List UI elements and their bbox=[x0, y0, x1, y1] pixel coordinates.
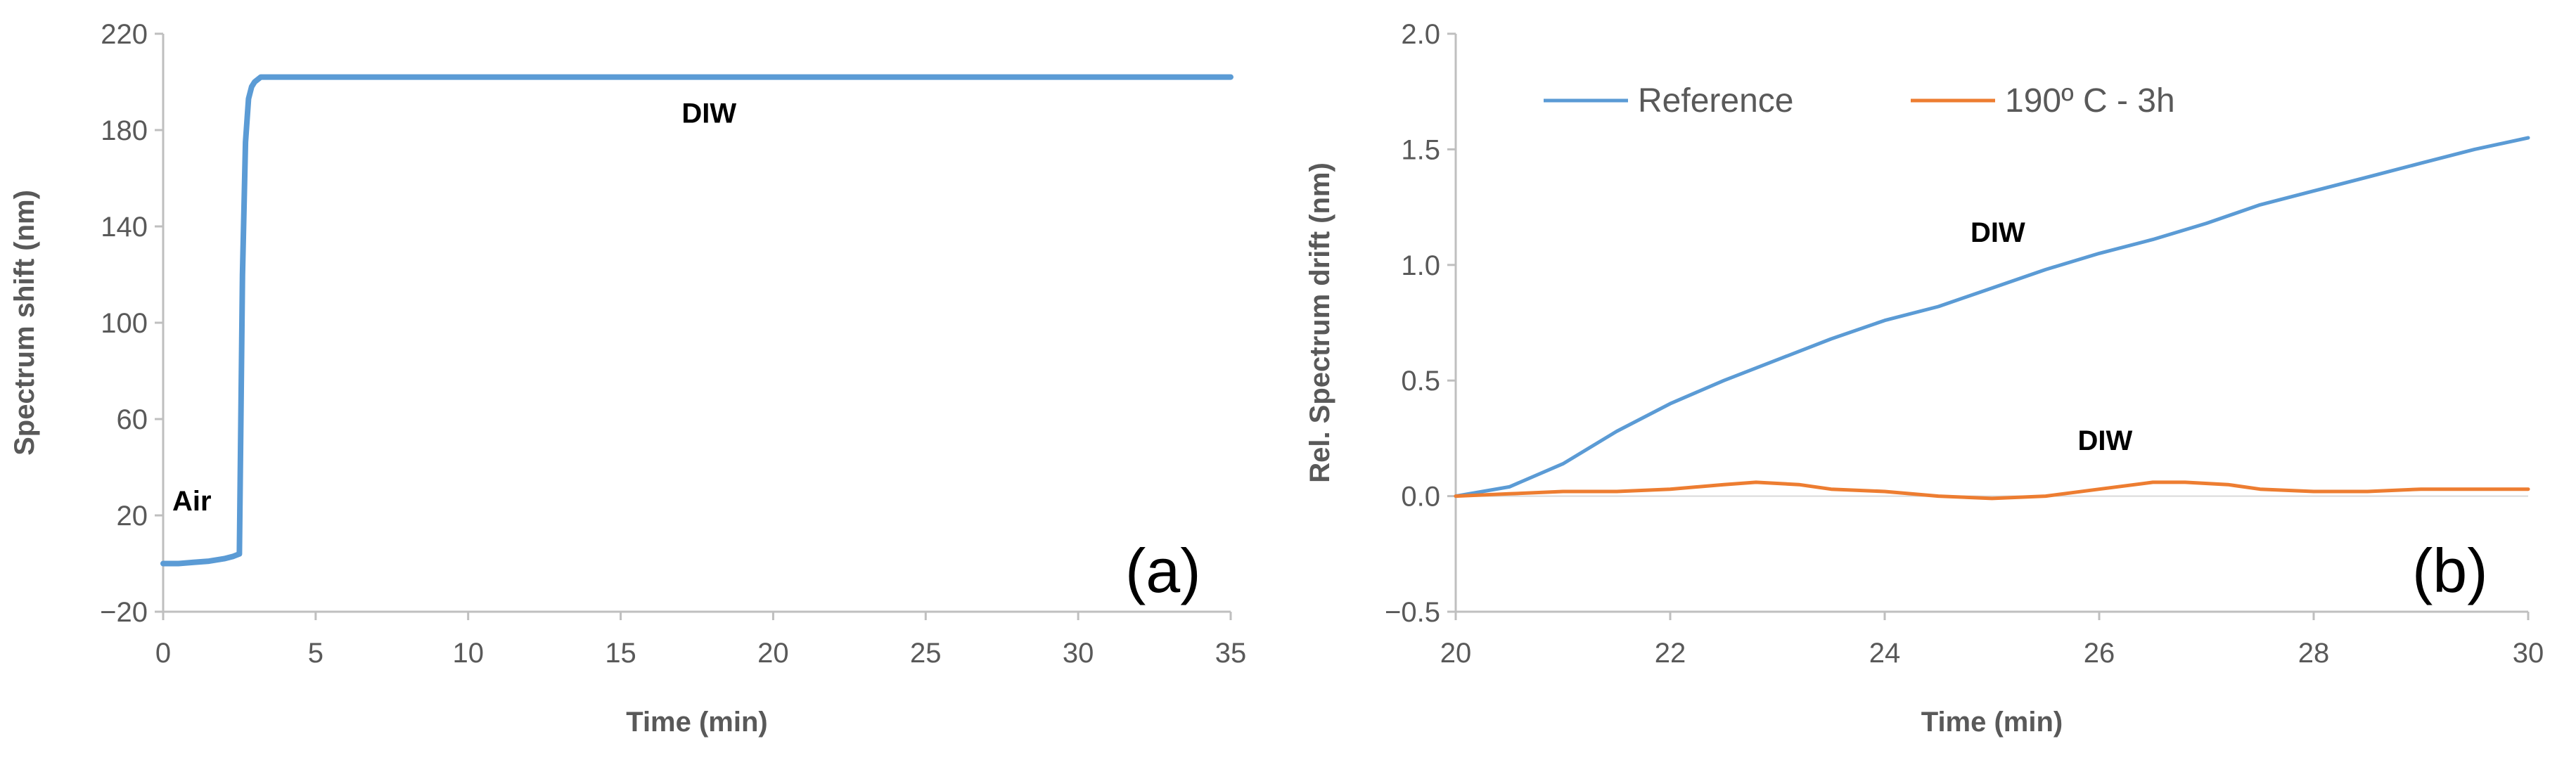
x-tick-label: 24 bbox=[1869, 638, 1901, 669]
y-tick-label: −20 bbox=[100, 597, 148, 628]
y-tick-label: −0.5 bbox=[1385, 597, 1440, 628]
x-tick-label: 0 bbox=[155, 638, 171, 669]
legend-label-1: 190º C - 3h bbox=[2005, 82, 2175, 120]
x-tick-label: 20 bbox=[1440, 638, 1472, 669]
x-tick-label: 15 bbox=[605, 638, 636, 669]
y-tick-label: 220 bbox=[101, 19, 148, 50]
y-axis-title: Spectrum shift (nm) bbox=[9, 190, 40, 456]
y-tick-label: 0.0 bbox=[1401, 482, 1440, 513]
x-axis-title: Time (min) bbox=[1921, 707, 2063, 738]
legend-label-0: Reference bbox=[1638, 82, 1793, 120]
series-line-0 bbox=[1454, 136, 2530, 499]
x-tick-label: 20 bbox=[757, 638, 789, 669]
x-tick-label: 26 bbox=[2084, 638, 2115, 669]
panel-label: (b) bbox=[2412, 536, 2488, 605]
legend: Reference 190º C - 3h bbox=[1544, 82, 2175, 120]
y-tick-label: 2.0 bbox=[1401, 19, 1440, 50]
x-tick-label: 35 bbox=[1215, 638, 1247, 669]
y-tick-label: 180 bbox=[101, 115, 148, 146]
chart-panel-b: 20 22 24 26 28 30 −0.5 0.0 0.5 1.0 1.5 2.0 Time (min… bbox=[1305, 19, 2544, 738]
y-tick-label: 140 bbox=[101, 212, 148, 243]
x-tick-label: 30 bbox=[2513, 638, 2544, 669]
series-line-0 bbox=[160, 74, 1233, 567]
panel-label: (a) bbox=[1125, 536, 1201, 605]
y-tick-label: 60 bbox=[117, 404, 148, 435]
annotation-label: Air bbox=[172, 486, 212, 517]
x-tick-label: 22 bbox=[1655, 638, 1686, 669]
annotation-label: DIW bbox=[1971, 217, 2025, 248]
y-axis-title: Rel. Spectrum drift (nm) bbox=[1305, 162, 1335, 483]
annotation-label: DIW bbox=[2078, 425, 2133, 456]
y-tick-label: 1.5 bbox=[1401, 134, 1440, 165]
x-axis-title: Time (min) bbox=[626, 707, 768, 738]
y-tick-label: 100 bbox=[101, 308, 148, 339]
x-tick-label: 30 bbox=[1063, 638, 1094, 669]
y-tick-label: 0.5 bbox=[1401, 366, 1440, 397]
series-line-1 bbox=[1454, 480, 2530, 501]
x-tick-label: 28 bbox=[2298, 638, 2330, 669]
y-tick-label: 1.0 bbox=[1401, 250, 1440, 281]
y-tick-label: 20 bbox=[117, 501, 148, 532]
x-tick-label: 25 bbox=[910, 638, 942, 669]
x-tick-label: 10 bbox=[452, 638, 484, 669]
x-tick-label: 5 bbox=[308, 638, 323, 669]
annotation-label: DIW bbox=[681, 98, 736, 129]
chart-panel-a: 0 5 10 15 20 25 30 35 −20 20 60 100 140 180 220 Time (m… bbox=[9, 19, 1246, 738]
